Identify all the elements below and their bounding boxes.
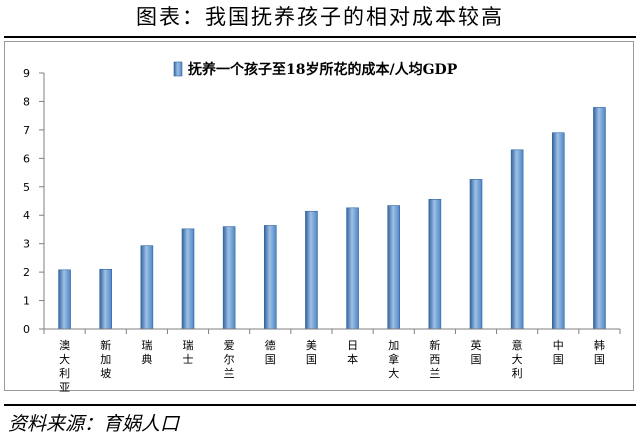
y-tick-label: 0: [23, 323, 30, 336]
page-title: 图表：我国抚养孩子的相对成本较高: [136, 5, 504, 29]
y-tick-label: 7: [23, 124, 30, 137]
x-category-label: 日本: [347, 339, 358, 366]
x-category-label: 新西兰: [429, 338, 440, 380]
legend-swatch: [173, 61, 183, 77]
source-note: 资料来源：育娲人口: [8, 413, 180, 435]
bar-12: [510, 149, 524, 330]
x-category-label: 爱尔兰: [224, 339, 235, 380]
bar-2: [99, 268, 113, 330]
bar-6: [263, 225, 277, 330]
bar-10: [428, 198, 442, 330]
bar-13: [551, 132, 565, 330]
bar-7: [305, 210, 318, 330]
bar-5: [222, 226, 236, 330]
source-divider: [4, 404, 636, 406]
bar-4: [181, 228, 195, 330]
x-category-label: 中国: [553, 339, 564, 366]
x-category-label: 新加坡: [100, 338, 111, 380]
x-category-label: 加拿大: [388, 339, 399, 380]
bar-3: [140, 245, 154, 330]
chart-frame: [4, 41, 634, 391]
y-tick-label: 2: [23, 266, 30, 279]
x-category-label: 韩国: [594, 338, 605, 366]
x-category-label: 澳大利亚: [59, 339, 70, 394]
y-tick-label: 9: [23, 67, 30, 80]
y-tick-label: 1: [23, 295, 30, 308]
y-tick-label: 3: [23, 238, 30, 251]
bar-11: [469, 179, 483, 330]
bar-1: [58, 269, 71, 330]
x-category-label: 美国: [306, 339, 317, 366]
x-category-label: 意大利: [512, 338, 523, 380]
y-tick-label: 6: [23, 152, 30, 165]
x-category-label: 德国: [265, 338, 276, 366]
bar-8: [346, 207, 359, 330]
x-category-label: 瑞士: [183, 338, 194, 366]
y-tick-label: 8: [23, 95, 30, 108]
y-tick-label: 5: [23, 181, 30, 194]
y-tick-label: 4: [23, 209, 30, 222]
legend-label: 抚养一个孩子至18岁所花的成本/人均GDP: [188, 61, 458, 78]
bar-9: [387, 205, 401, 330]
x-category-label: 英国: [471, 338, 482, 366]
x-category-label: 瑞典: [141, 338, 152, 366]
bar-14: [593, 107, 606, 330]
title-underline: [4, 36, 636, 38]
